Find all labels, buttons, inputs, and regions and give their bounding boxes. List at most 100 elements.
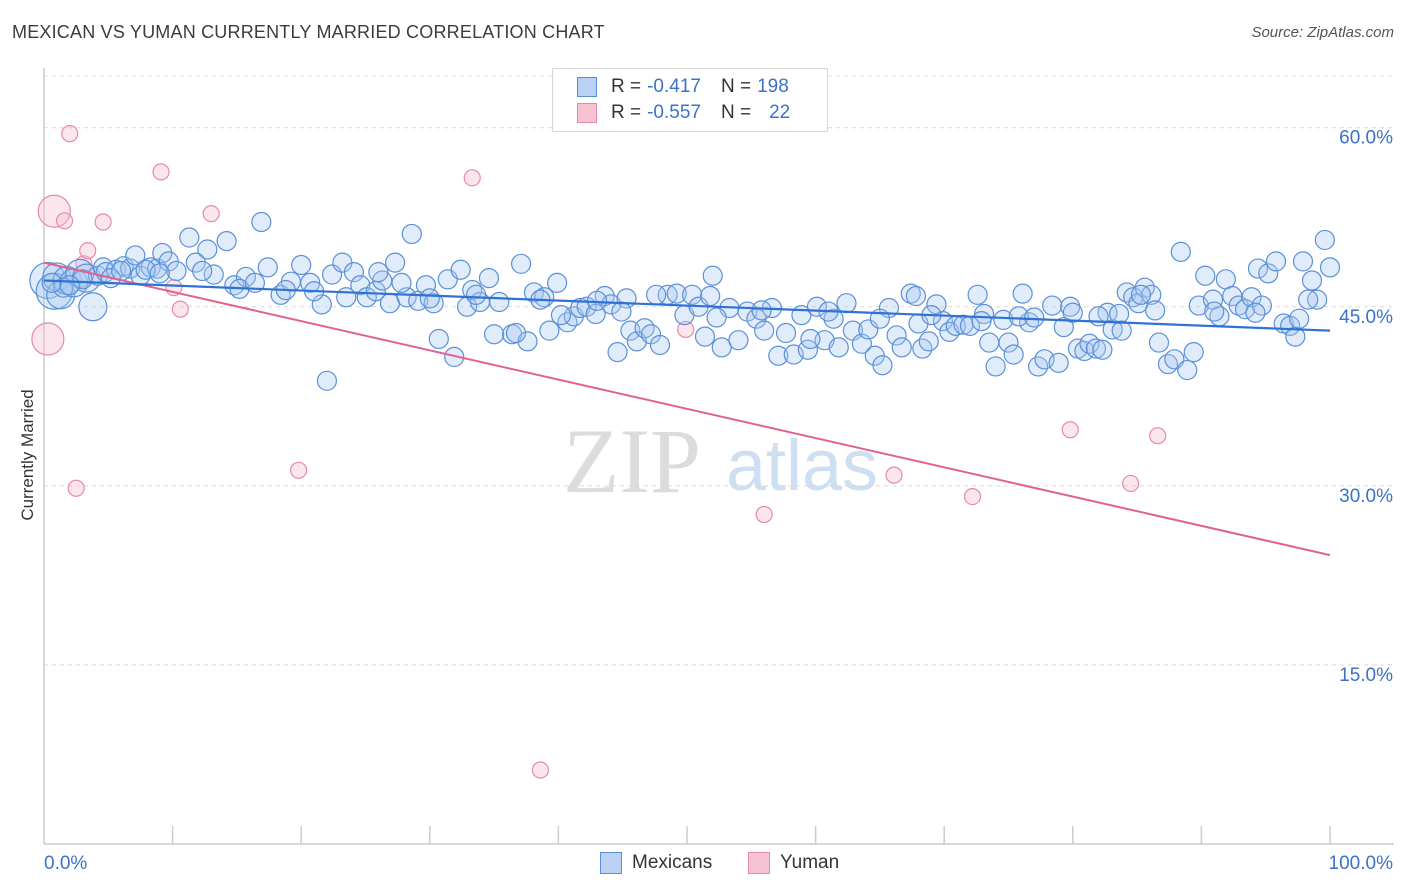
mexicans-point — [1245, 302, 1266, 323]
mexicans-point — [185, 252, 206, 273]
mexicans-point — [1145, 300, 1166, 321]
mexicans-point — [419, 288, 440, 309]
mexicans-point — [1314, 229, 1335, 251]
mexicans-point — [918, 331, 939, 352]
legend-row-mexicans: R = -0.417 N = 198 — [577, 74, 789, 100]
mexicans-point — [41, 272, 62, 293]
mexicans-point — [1130, 284, 1152, 305]
yuman-point — [885, 466, 903, 484]
mexicans-point — [611, 301, 632, 322]
yuman-point — [171, 300, 189, 318]
mexicans-point — [967, 284, 988, 305]
mexicans-point — [702, 265, 723, 286]
mexicans-point — [1111, 320, 1132, 341]
yuman-point — [677, 320, 695, 339]
y-tick-label: 30.0% — [1339, 486, 1393, 507]
mexicans-point — [666, 283, 687, 304]
yuman-legend-label: Yuman — [780, 852, 840, 873]
mexicans-point — [192, 260, 213, 282]
yuman-trend-line — [43, 261, 1331, 557]
mexicans-point — [149, 263, 170, 284]
source-label: Source: ZipAtlas.com — [1251, 24, 1394, 41]
mexicans-point — [751, 300, 772, 321]
mexicans-point — [517, 331, 538, 352]
yuman-legend-swatch — [748, 852, 770, 874]
mexicans-point — [1024, 307, 1045, 328]
watermark: ZIP atlas — [563, 410, 878, 512]
series-legend-mexicans[interactable]: Mexicans — [600, 852, 712, 874]
mexicans-point — [872, 355, 893, 376]
mexicans-point — [428, 328, 449, 350]
y-tick-labels: 15.0% 30.0% 45.0% 60.0% — [1339, 128, 1393, 686]
mexicans-point — [993, 309, 1014, 331]
mexicans-point — [900, 283, 921, 304]
mexicans-point — [251, 211, 272, 233]
mexicans-point — [998, 332, 1019, 353]
mexicans-point — [1012, 283, 1033, 304]
yuman-point — [94, 213, 112, 231]
y-tick-label: 45.0% — [1339, 307, 1393, 328]
axes — [43, 68, 1394, 845]
mexicans-point — [1289, 308, 1310, 329]
mexicans-point — [511, 253, 532, 274]
mexicans-point — [125, 245, 146, 266]
mexicans-point — [891, 337, 912, 358]
mexicans-point — [1008, 306, 1029, 327]
series-legend-yuman[interactable]: Yuman — [748, 852, 839, 874]
mexicans-point — [971, 310, 992, 332]
mexicans-point — [1195, 265, 1216, 286]
mexicans-point — [179, 227, 200, 248]
mexicans-point — [649, 334, 671, 356]
mexicans-point — [152, 242, 173, 264]
yuman-points — [31, 125, 1167, 779]
mexicans-swatch — [577, 77, 597, 97]
mexicans-point — [1003, 344, 1024, 365]
mexicans-point — [979, 332, 1000, 353]
mexicans-point — [59, 275, 80, 296]
mexicans-point — [550, 305, 572, 326]
legend-r-value: -0.417 — [647, 76, 701, 97]
mexicans-point — [634, 318, 655, 339]
mexicans-point — [985, 356, 1006, 377]
mexicans-point — [711, 337, 732, 358]
mexicans-point — [391, 272, 412, 293]
yuman-swatch — [577, 103, 597, 123]
mexicans-legend-swatch — [600, 852, 622, 874]
mexicans-point — [800, 328, 821, 350]
mexicans-point — [706, 307, 727, 328]
chart-title: MEXICAN VS YUMAN CURRENTLY MARRIED CORRE… — [12, 22, 605, 42]
yuman-point — [61, 125, 79, 143]
mexicans-point — [257, 257, 278, 278]
mexicans-point — [336, 287, 357, 308]
mexicans-point — [203, 264, 224, 285]
mexicans-point — [505, 322, 527, 344]
legend-r-value: -0.557 — [647, 102, 701, 123]
mexicans-point — [728, 330, 749, 351]
yuman-point — [531, 761, 549, 779]
mexicans-point — [775, 322, 797, 344]
mexicans-point — [768, 345, 789, 366]
legend-n-label: N = — [720, 76, 752, 97]
mexicans-legend-label: Mexicans — [632, 852, 713, 873]
mexicans-point — [1053, 316, 1074, 338]
mexicans-point — [484, 324, 505, 345]
mexicans-point — [311, 294, 332, 315]
mexicans-point — [1319, 257, 1341, 278]
mexicans-point — [1247, 258, 1269, 279]
mexicans-point — [1170, 241, 1191, 262]
mexicans-point — [1183, 342, 1204, 363]
mexicans-point — [823, 308, 844, 329]
yuman-point — [290, 461, 308, 479]
mexicans-point — [1241, 287, 1262, 308]
mexicans-point — [111, 260, 132, 282]
mexicans-point — [291, 254, 312, 276]
mexicans-point — [607, 342, 628, 363]
mexicans-point — [1204, 301, 1225, 322]
yuman-point — [31, 322, 65, 356]
yuman-point — [1122, 474, 1140, 493]
mexicans-point — [1258, 263, 1279, 284]
yuman-point — [37, 194, 71, 228]
watermark-zip: ZIP — [563, 410, 701, 512]
x-tick-label-min: 0.0% — [44, 853, 87, 874]
